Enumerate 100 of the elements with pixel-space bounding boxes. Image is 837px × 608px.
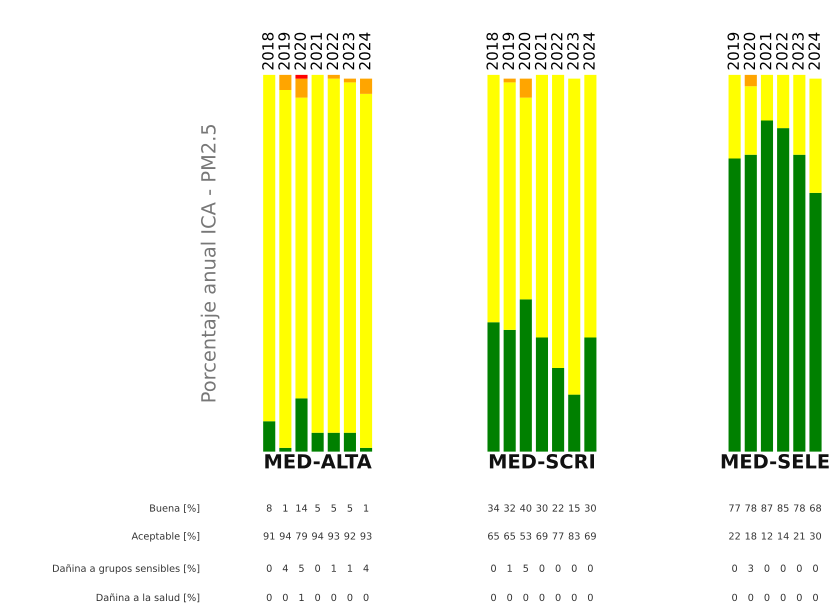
bar	[568, 78, 580, 395]
data-label: 79	[296, 532, 307, 540]
data-label: 21	[794, 532, 805, 540]
data-label: 0	[588, 564, 593, 572]
data-label: 14	[296, 504, 308, 512]
x-tick-label: 2022	[326, 33, 338, 70]
data-label: 4	[282, 564, 288, 572]
x-tick-label: 2021	[760, 33, 772, 70]
data-label: 69	[536, 532, 548, 540]
bar	[487, 74, 500, 322]
data-label: 30	[536, 504, 548, 512]
data-label: 15	[569, 504, 580, 512]
data-label: 0	[282, 594, 288, 602]
bar	[793, 154, 806, 452]
data-label: 87	[761, 504, 772, 512]
data-label: 77	[729, 504, 740, 512]
data-label: 0	[315, 564, 320, 572]
data-label: 65	[488, 532, 499, 540]
data-label: 0	[364, 594, 369, 602]
bar	[744, 86, 757, 155]
bar	[360, 448, 372, 452]
data-label: 1	[283, 504, 288, 512]
bar	[360, 94, 372, 448]
bar	[279, 90, 292, 448]
data-label: 0	[315, 594, 320, 602]
bar	[263, 74, 276, 422]
bar	[520, 299, 532, 452]
x-tick-label: 2019	[278, 32, 290, 70]
data-label: 22	[729, 532, 740, 540]
bar	[504, 330, 516, 452]
data-label: 34	[488, 504, 500, 512]
y-axis-title: Porcentaje anual ICA - PM2.5	[200, 124, 220, 402]
bar	[295, 398, 308, 452]
data-label: 5	[315, 504, 320, 512]
data-label: 68	[810, 504, 822, 512]
data-label: 0	[540, 564, 544, 572]
data-label: 30	[584, 504, 596, 512]
data-label: 93	[360, 532, 372, 540]
x-tick-label: 2021	[310, 33, 322, 70]
x-tick-label: 2022	[776, 33, 788, 70]
x-tick-label: 2020	[518, 32, 530, 70]
data-label: 0	[266, 564, 272, 572]
bar	[263, 421, 276, 452]
data-label: 92	[344, 532, 356, 540]
x-tick-label: 2019	[727, 32, 740, 70]
data-label: 22	[552, 504, 564, 512]
bar	[728, 74, 741, 159]
bar	[793, 74, 806, 155]
x-tick-label: 2018	[262, 32, 274, 70]
data-label: 3	[748, 564, 754, 572]
bar	[312, 432, 324, 452]
data-label: 0	[523, 594, 528, 602]
data-label: 12	[762, 532, 772, 540]
data-label: 0	[813, 594, 818, 602]
bar	[536, 74, 548, 338]
data-label: 1	[299, 594, 304, 601]
bar	[295, 78, 308, 98]
text: Dañina a grupos sensibles [%]	[53, 564, 200, 574]
data-label: 40	[520, 504, 532, 512]
data-label: 30	[810, 532, 822, 540]
data-label: 0	[764, 594, 770, 602]
data-label: 18	[746, 532, 756, 540]
bar	[809, 192, 822, 452]
bar	[312, 74, 324, 433]
x-tick-label: 2023	[567, 32, 579, 70]
data-label: 0	[780, 564, 786, 572]
x-tick-label: 2024	[583, 32, 595, 70]
bar	[760, 120, 774, 452]
bar	[504, 78, 516, 82]
data-label: 94	[312, 532, 324, 540]
bar	[536, 338, 548, 452]
data-label: 91	[264, 532, 275, 540]
bar	[728, 158, 741, 452]
bar	[744, 74, 757, 86]
data-label: 93	[328, 532, 340, 540]
bar	[760, 74, 774, 120]
data-label: 83	[568, 532, 580, 540]
data-label: 65	[504, 532, 516, 540]
bar	[279, 74, 292, 90]
data-label: 5	[523, 564, 528, 572]
bar	[344, 78, 356, 82]
bar	[344, 82, 356, 433]
bar	[328, 432, 340, 452]
data-label: 85	[778, 504, 788, 512]
bar	[552, 368, 564, 452]
bar	[344, 432, 356, 452]
bar	[360, 78, 372, 94]
bar	[279, 448, 292, 452]
bar	[295, 98, 308, 398]
data-label: 4	[363, 564, 369, 572]
x-tick-label: 2020	[294, 32, 306, 70]
x-tick-label: 2019	[502, 32, 514, 70]
bar	[552, 74, 564, 368]
data-label: 0	[331, 594, 336, 602]
data-label: 1	[364, 504, 368, 512]
x-tick-label: 2023	[792, 32, 804, 70]
data-label: 0	[556, 564, 561, 572]
text: MED-SCRI	[490, 454, 594, 469]
data-label: 77	[552, 532, 564, 540]
data-label: 5	[348, 504, 352, 512]
